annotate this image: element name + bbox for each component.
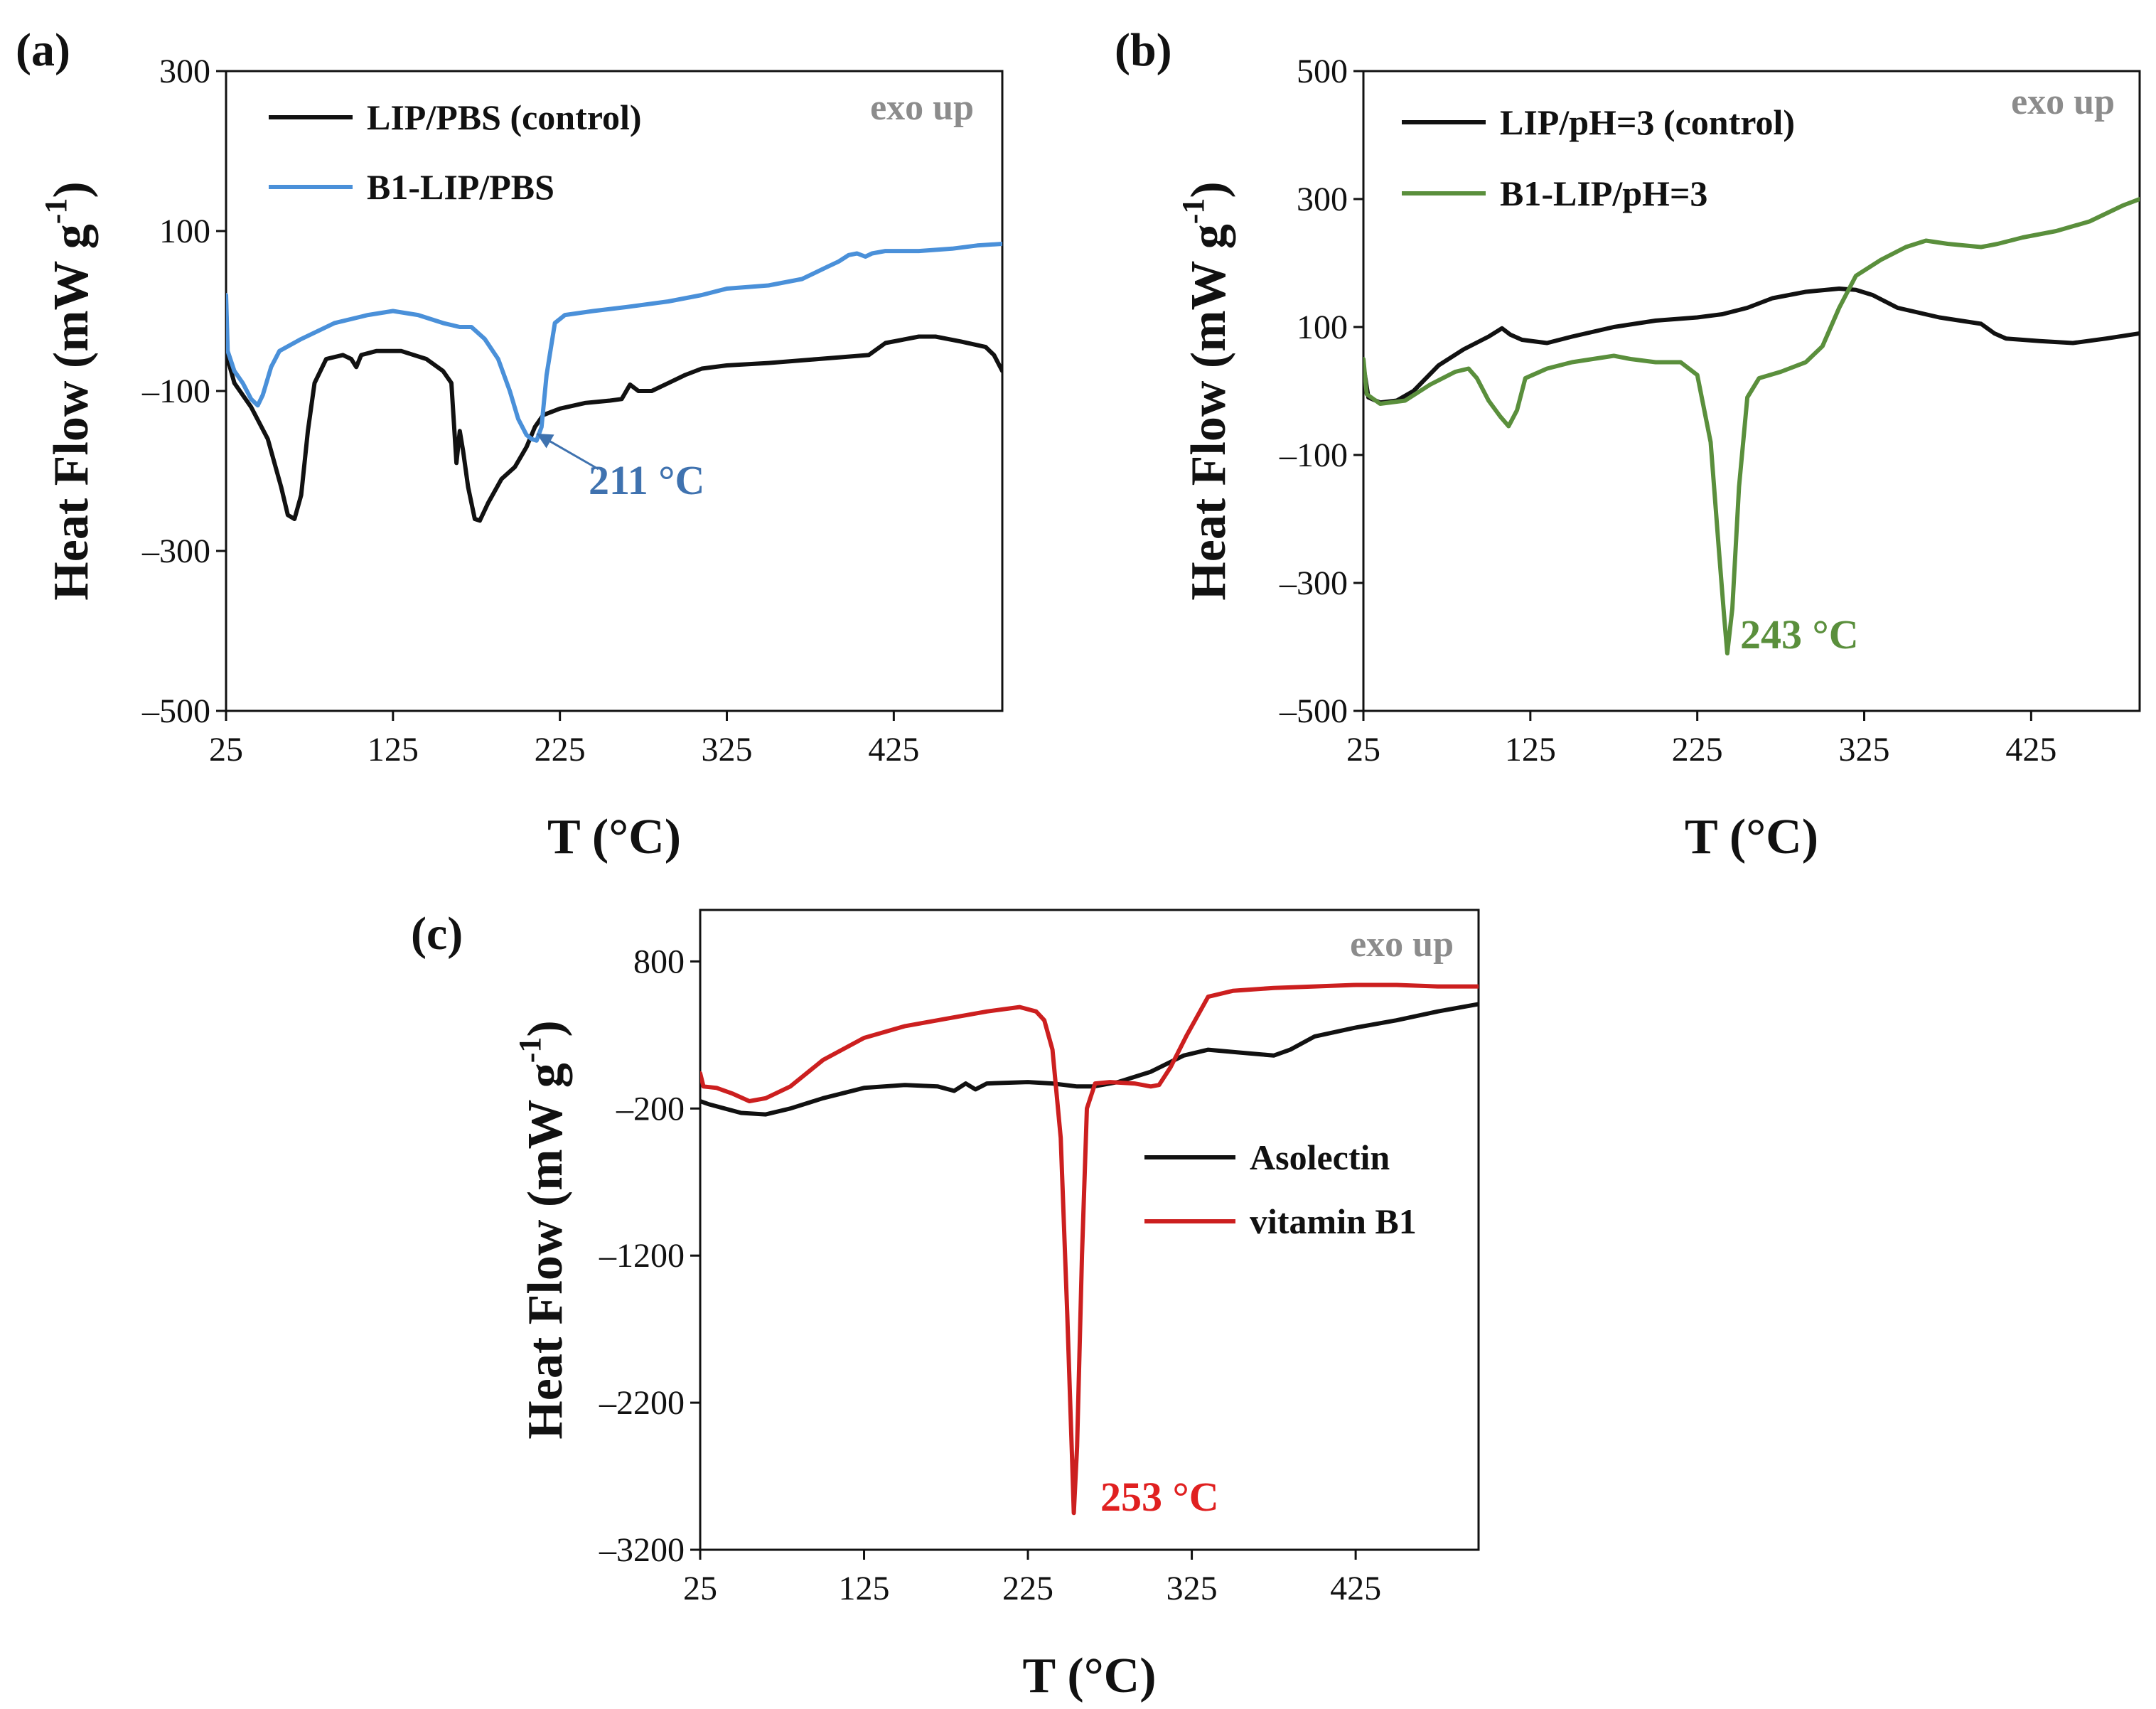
- x-tick-label: 325: [1839, 731, 1890, 768]
- y-tick-label: –500: [1279, 692, 1348, 730]
- exo-up-annotation: exo up: [2011, 82, 2115, 122]
- series-line-lip-pbs-control-: [226, 301, 1002, 523]
- series-line-lip-ph-3-control-: [1363, 286, 2140, 405]
- x-tick-label: 25: [209, 731, 243, 768]
- y-tick-label: –1200: [599, 1237, 685, 1275]
- peak-label: 253 °C: [1100, 1474, 1219, 1520]
- x-tick-label: 425: [868, 731, 919, 768]
- y-tick-label: –300: [141, 532, 210, 570]
- y-tick-label: 100: [1297, 309, 1348, 346]
- panel-label-b: (b): [1115, 24, 1172, 76]
- peak-arrow-head: [537, 434, 554, 449]
- x-tick-label: 225: [535, 731, 586, 768]
- y-axis-title-sup: -1: [513, 1037, 547, 1064]
- legend-label: vitamin B1: [1250, 1201, 1417, 1241]
- y-tick-label: –200: [616, 1090, 685, 1127]
- x-tick-label: 325: [702, 731, 753, 768]
- y-axis-title-main: Heat Flow (mW g: [44, 224, 99, 600]
- y-axis-title: Heat Flow (mW g-1): [38, 181, 99, 600]
- exo-up-annotation: exo up: [1350, 924, 1454, 965]
- y-axis-title-end: ): [44, 181, 99, 198]
- plot-frame: [225, 70, 1004, 712]
- series-line-b1-lip-pbs: [226, 242, 1002, 443]
- peak-label: 243 °C: [1740, 611, 1859, 658]
- x-tick-label: 25: [1346, 731, 1380, 768]
- series-line-b1-lip-ph-3: [1363, 197, 2140, 655]
- legend-label: LIP/pH=3 (control): [1500, 102, 1795, 142]
- x-axis-title: T (°C): [547, 810, 681, 864]
- x-axis-title: T (°C): [1685, 810, 1818, 864]
- x-tick-label: 425: [2005, 731, 2056, 768]
- series-line-asolectin: [700, 1002, 1479, 1117]
- peak-label: 211 °C: [589, 457, 704, 503]
- y-axis-title: Heat Flow (mW g-1): [513, 1020, 573, 1439]
- x-axis-title: T (°C): [1022, 1649, 1156, 1703]
- y-axis-title-end: ): [518, 1020, 573, 1036]
- panel-label-a: (a): [16, 24, 70, 76]
- legend-label: Asolectin: [1250, 1137, 1390, 1177]
- y-tick-label: 300: [1297, 181, 1348, 218]
- y-tick-label: –3200: [599, 1531, 685, 1569]
- y-axis-title-main: Heat Flow (mW g: [518, 1063, 573, 1439]
- legend-label: B1-LIP/PBS: [367, 167, 554, 207]
- y-axis-title-end: ): [1181, 181, 1236, 198]
- panel-label-c: (c): [411, 908, 463, 960]
- series-line-vitamin-b1: [700, 982, 1479, 1516]
- y-tick-label: –100: [141, 373, 210, 410]
- x-tick-label: 325: [1167, 1570, 1218, 1607]
- plot-frame: [1362, 70, 2141, 712]
- x-tick-label: 25: [683, 1570, 717, 1607]
- y-axis-title: Heat Flow (mW g-1): [1176, 181, 1236, 600]
- y-tick-label: 100: [159, 213, 210, 250]
- y-axis-title-sup: -1: [1176, 198, 1211, 225]
- y-tick-label: –300: [1279, 564, 1348, 602]
- y-tick-label: –100: [1279, 436, 1348, 474]
- plot-frame: [699, 909, 1480, 1551]
- legend-label: B1-LIP/pH=3: [1500, 173, 1707, 213]
- x-tick-label: 425: [1330, 1570, 1381, 1607]
- y-tick-label: –500: [141, 692, 210, 730]
- y-axis-title-sup: -1: [38, 198, 73, 225]
- x-tick-label: 125: [1505, 731, 1556, 768]
- y-tick-label: 500: [1297, 53, 1348, 90]
- y-tick-label: –2200: [599, 1384, 685, 1422]
- legend-label: LIP/PBS (control): [367, 97, 642, 137]
- x-tick-label: 125: [839, 1570, 890, 1607]
- x-tick-label: 125: [368, 731, 419, 768]
- exo-up-annotation: exo up: [870, 87, 974, 128]
- y-tick-label: 300: [159, 53, 210, 90]
- x-tick-label: 225: [1002, 1570, 1053, 1607]
- x-tick-label: 225: [1672, 731, 1723, 768]
- y-axis-title-main: Heat Flow (mW g: [1181, 224, 1236, 600]
- y-tick-label: 800: [633, 943, 685, 980]
